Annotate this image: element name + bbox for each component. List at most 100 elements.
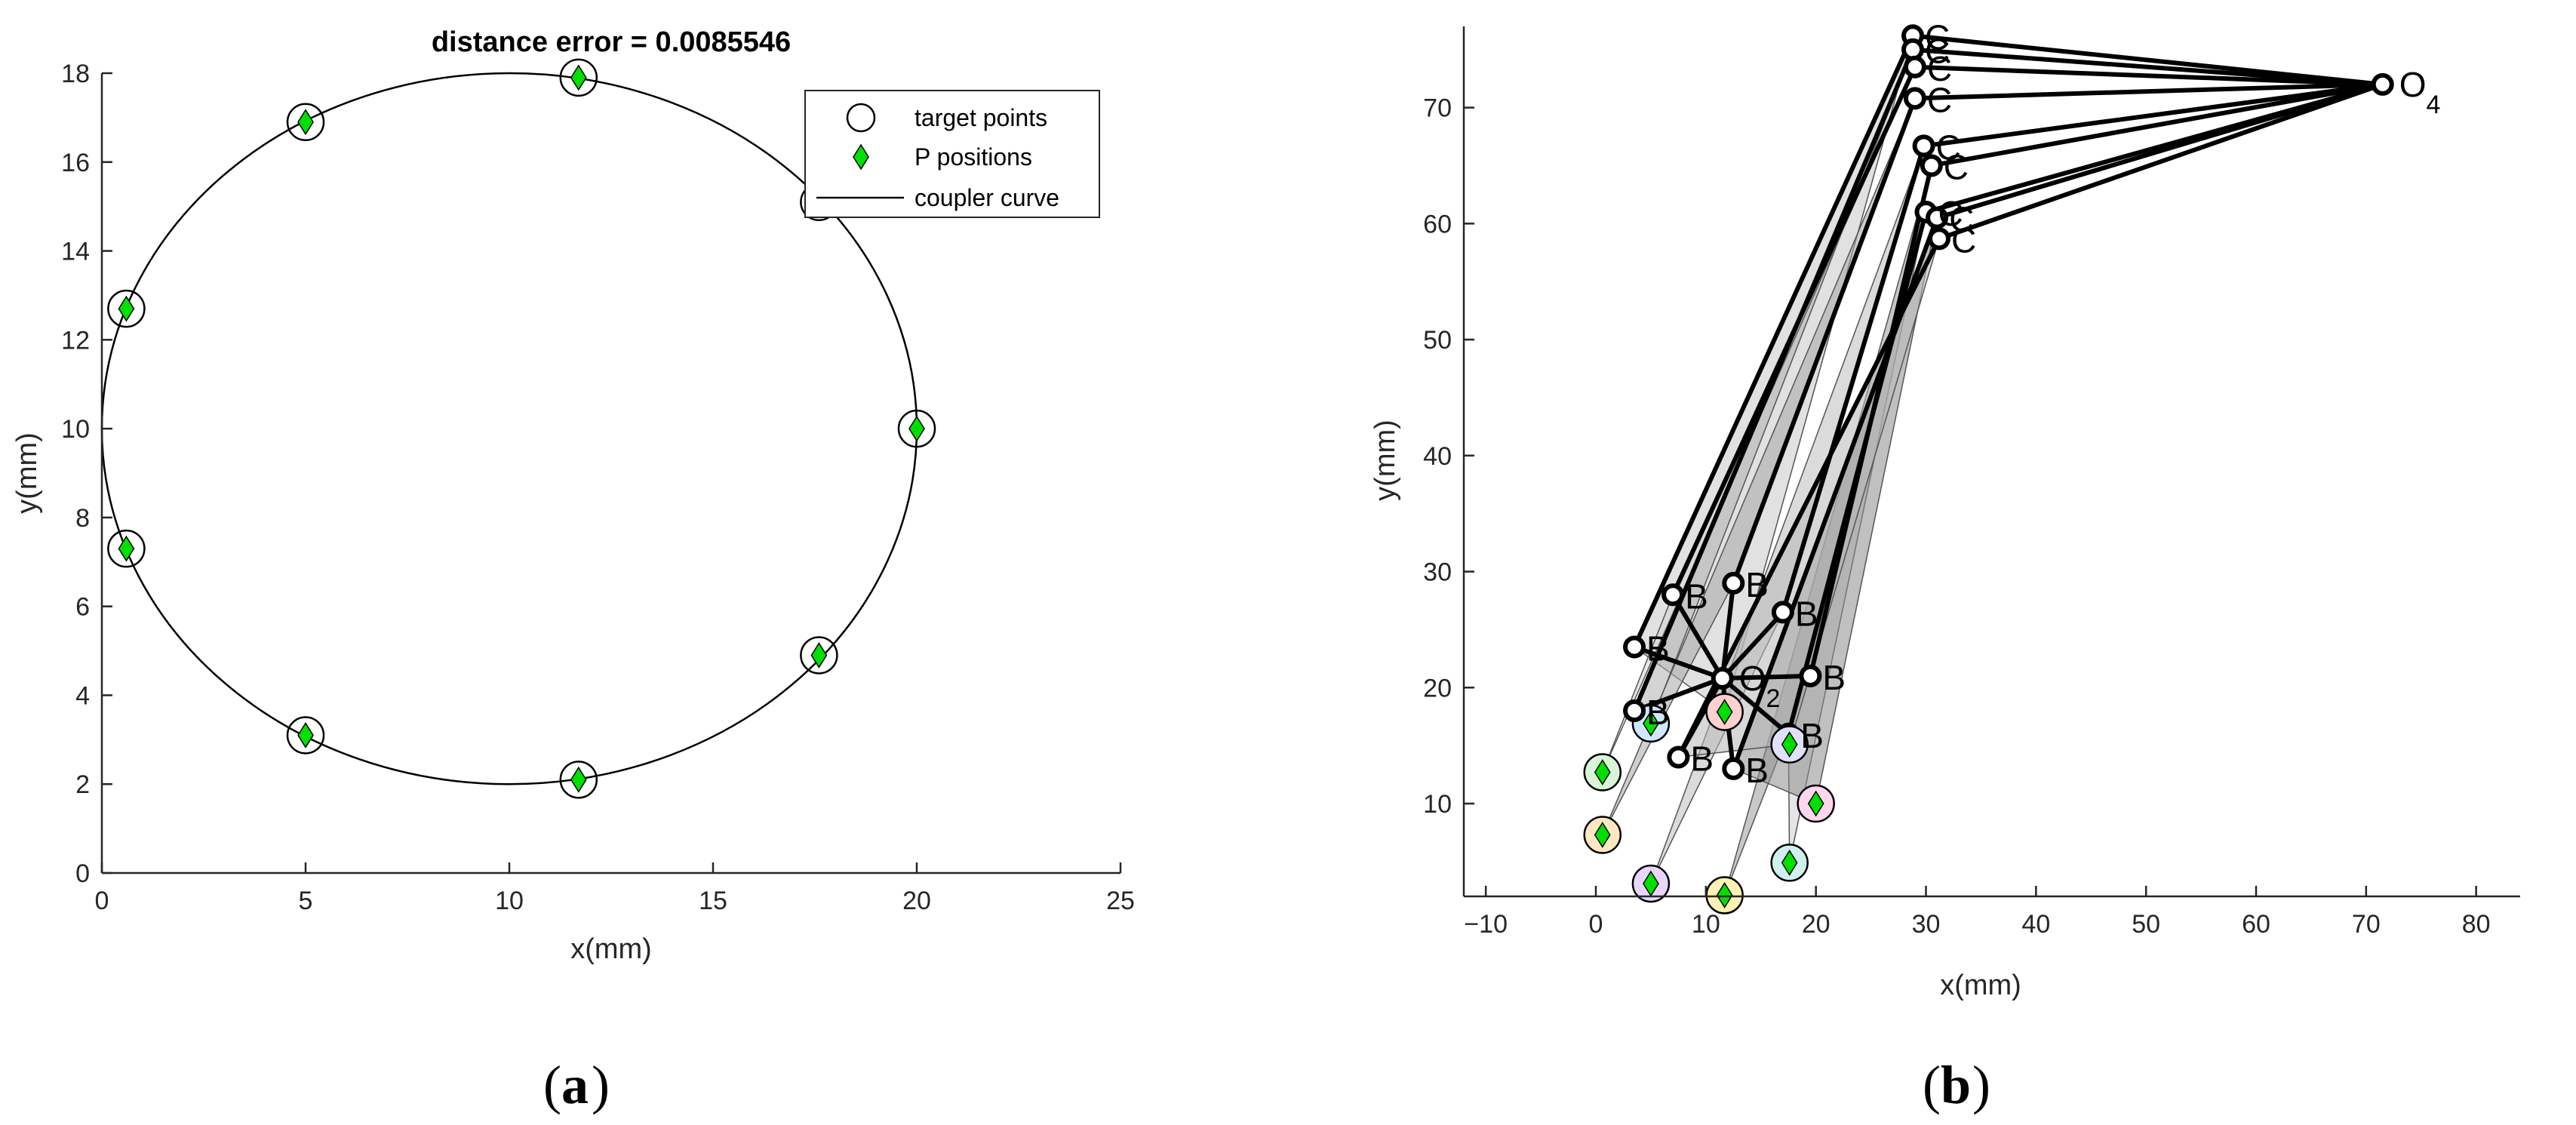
x-tick-label: 20	[1802, 910, 1831, 939]
target-point	[800, 636, 838, 675]
p-position-diamond	[118, 535, 135, 562]
joint-c-marker	[1903, 87, 1926, 110]
panel-b-caption: ( b )	[1923, 1055, 1990, 1115]
p-position-diamond	[908, 415, 925, 442]
joint-b-marker	[1623, 635, 1646, 659]
target-point	[559, 58, 598, 97]
y-tick-label: 20	[1423, 674, 1452, 702]
y-tick-label: 12	[61, 326, 90, 355]
p-position-diamond	[1643, 710, 1659, 737]
joint-b-marker	[1722, 757, 1745, 780]
joint-c-label: C	[1927, 49, 1952, 88]
coupler-link	[1781, 145, 1926, 613]
y-tick-label: 50	[1423, 326, 1452, 355]
joint-c-label: C	[1949, 200, 1974, 239]
panel-b-open-paren: (	[1923, 1055, 1941, 1115]
crank-link	[1634, 644, 1723, 681]
x-tick-label: 80	[2462, 910, 2491, 939]
y-tick-label: 8	[75, 504, 90, 533]
y-tick-label: 16	[61, 149, 90, 177]
target-point	[286, 716, 325, 755]
joint-c-marker	[1903, 55, 1926, 78]
ground-pivot-subscript: 2	[1766, 684, 1780, 713]
crank-link	[1671, 593, 1725, 680]
joint-b-label: B	[1690, 739, 1714, 779]
target-point	[107, 529, 146, 568]
x-tick-label: −10	[1464, 910, 1508, 939]
joint-b-label: B	[1646, 629, 1670, 668]
p-position-diamond	[1716, 699, 1733, 725]
y-tick-label: 6	[75, 593, 90, 622]
joint-c-label: C	[1951, 220, 1976, 260]
panel-b-ylabel: y(mm)	[1369, 420, 1401, 501]
p-position-diamond	[1716, 882, 1733, 908]
y-tick-label: 10	[61, 415, 90, 444]
target-point	[107, 289, 146, 328]
ground-pivot-marker	[1711, 666, 1734, 690]
rocker-link	[1936, 81, 2384, 220]
target-point	[559, 761, 598, 799]
panel-a-xlabel: x(mm)	[570, 933, 652, 965]
joint-b-marker	[1623, 699, 1646, 723]
p-position-diamond	[1594, 759, 1611, 785]
joint-b-label: B	[1795, 594, 1818, 633]
y-tick-label: 14	[61, 238, 90, 266]
joint-c-marker	[1926, 206, 1949, 229]
rocker-link	[1931, 81, 2384, 168]
joint-b-marker	[1667, 745, 1690, 769]
joint-b-label: B	[1800, 716, 1824, 755]
panel-a-legend: target points P positions coupler curve	[804, 90, 1100, 218]
panel-a-caption: ( a )	[543, 1055, 610, 1115]
panel-a-chart: 0 5 10 15 20 25 0 2 4 6 8 10 12 14 16 18 distance error…	[11, 26, 1135, 965]
p-position-diamond	[1781, 731, 1798, 758]
x-tick-label: 5	[299, 887, 313, 915]
p-position-diamond	[570, 64, 587, 91]
p-position-diamond	[1807, 790, 1824, 817]
coupler-link	[1731, 97, 1917, 584]
x-tick-label: 0	[95, 887, 109, 915]
joint-b-label: B	[1822, 658, 1846, 697]
y-tick-label: 60	[1423, 210, 1452, 238]
joint-c-label: C	[1927, 80, 1952, 119]
x-tick-label: 20	[902, 887, 931, 915]
legend-green-diamond-icon	[853, 143, 869, 171]
p-position-diamond	[1594, 822, 1611, 848]
y-tick-label: 4	[75, 681, 90, 710]
legend-entry-coupler-curve: coupler curve	[915, 184, 1059, 211]
panel-a-ylabel: y(mm)	[11, 432, 43, 514]
joint-c-label: C	[1925, 32, 1950, 71]
joint-c-label: C	[1944, 147, 1969, 186]
target-point	[897, 409, 936, 448]
joint-b-label: B	[1745, 565, 1769, 604]
joint-b-marker	[1661, 583, 1685, 607]
x-tick-label: 0	[1589, 910, 1603, 939]
y-tick-label: 0	[75, 859, 90, 888]
x-tick-label: 70	[2352, 910, 2381, 939]
p-position-diamond	[810, 642, 828, 669]
rocker-link	[1914, 64, 2383, 87]
panel-a-title: distance error = 0.0085546	[432, 26, 791, 58]
joint-c-label: C	[1925, 17, 1950, 57]
x-tick-label: 10	[495, 887, 524, 915]
joint-b-marker	[1771, 601, 1794, 624]
joint-c-marker	[1928, 227, 1950, 251]
joint-c-marker	[1912, 134, 1935, 158]
coupler-link	[1671, 66, 1917, 596]
target-point	[286, 103, 325, 142]
ground-pivot-marker	[2371, 72, 2394, 96]
ground-pivot-subscript: 4	[2426, 91, 2440, 119]
ground-pivot-label: O4	[2399, 65, 2441, 119]
x-tick-label: 50	[2132, 910, 2160, 939]
joint-c-label: C	[1936, 128, 1961, 167]
y-tick-label: 30	[1423, 558, 1452, 587]
p-position-diamond	[1781, 850, 1798, 876]
joint-b-marker	[1722, 571, 1745, 595]
y-tick-label: 10	[1423, 790, 1452, 819]
rocker-link	[1938, 82, 2384, 241]
y-tick-label: 40	[1423, 442, 1452, 471]
p-position-diamond	[297, 722, 314, 748]
coupler-link	[1632, 35, 1915, 648]
x-tick-label: 40	[2021, 910, 2050, 939]
p-position-diamond	[297, 109, 314, 136]
